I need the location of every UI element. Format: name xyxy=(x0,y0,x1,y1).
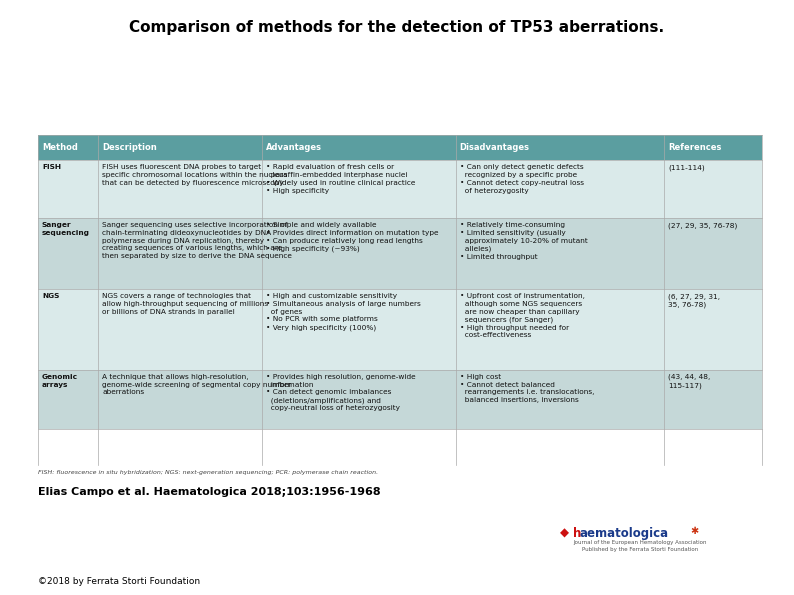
Text: (6, 27, 29, 31,
35, 76-78): (6, 27, 29, 31, 35, 76-78) xyxy=(669,293,720,308)
Text: (43, 44, 48,
115-117): (43, 44, 48, 115-117) xyxy=(669,374,711,389)
Text: Description: Description xyxy=(102,143,157,152)
Text: Elias Campo et al. Haematologica 2018;103:1956-1968: Elias Campo et al. Haematologica 2018;10… xyxy=(38,487,380,497)
Text: FISH: FISH xyxy=(42,164,61,170)
Text: • Upfront cost of instrumentation,
  although some NGS sequencers
  are now chea: • Upfront cost of instrumentation, altho… xyxy=(460,293,584,339)
Text: • High cost
• Cannot detect balanced
  rearrangements i.e. translocations,
  bal: • High cost • Cannot detect balanced rea… xyxy=(460,374,594,403)
Text: h: h xyxy=(573,527,581,540)
Text: • Relatively time-consuming
• Limited sensitivity (usually
  approximately 10-20: • Relatively time-consuming • Limited se… xyxy=(460,222,588,260)
Text: (111-114): (111-114) xyxy=(669,164,705,171)
Text: Journal of the European Hematology Association
Published by the Ferrata Storti F: Journal of the European Hematology Assoc… xyxy=(573,540,707,552)
Bar xyxy=(38,218,762,289)
Text: Sanger
sequencing: Sanger sequencing xyxy=(42,222,90,236)
Text: Comparison of methods for the detection of TP53 aberrations.: Comparison of methods for the detection … xyxy=(129,20,665,35)
Text: aematologica: aematologica xyxy=(580,527,669,540)
Text: (27, 29, 35, 76-78): (27, 29, 35, 76-78) xyxy=(669,222,738,228)
Bar xyxy=(38,289,762,370)
Text: FISH uses fluorescent DNA probes to target
specific chromosomal locations within: FISH uses fluorescent DNA probes to targ… xyxy=(102,164,287,186)
Text: Advantages: Advantages xyxy=(267,143,322,152)
Text: • Can only detect genetic defects
  recognized by a specific probe
• Cannot dete: • Can only detect genetic defects recogn… xyxy=(460,164,584,193)
Text: ©2018 by Ferrata Storti Foundation: ©2018 by Ferrata Storti Foundation xyxy=(38,577,200,586)
Text: • Provides high resolution, genome-wide
  information
• Can detect genomic imbal: • Provides high resolution, genome-wide … xyxy=(267,374,416,412)
Text: NGS covers a range of technologies that
allow high-throughput sequencing of mill: NGS covers a range of technologies that … xyxy=(102,293,268,315)
Text: FISH: fluorescence in situ hybridization; NGS: next-generation sequencing; PCR: : FISH: fluorescence in situ hybridization… xyxy=(38,470,378,475)
Bar xyxy=(38,370,762,429)
Text: • Simple and widely available
• Provides direct information on mutation type
• C: • Simple and widely available • Provides… xyxy=(267,222,439,252)
Text: • Rapid evaluation of fresh cells or
  paraffin-embedded interphase nuclei
• Wid: • Rapid evaluation of fresh cells or par… xyxy=(267,164,416,193)
Text: NGS: NGS xyxy=(42,293,60,299)
Text: Sanger sequencing uses selective incorporation of
chain-terminating dideoxynucle: Sanger sequencing uses selective incorpo… xyxy=(102,222,292,259)
Bar xyxy=(38,135,762,161)
Bar xyxy=(38,161,762,218)
Text: Disadvantages: Disadvantages xyxy=(460,143,530,152)
Text: A technique that allows high-resolution,
genome-wide screening of segmental copy: A technique that allows high-resolution,… xyxy=(102,374,291,396)
Text: • High and customizable sensitivity
• Simultaneous analysis of large numbers
  o: • High and customizable sensitivity • Si… xyxy=(267,293,421,331)
Text: Genomic
arrays: Genomic arrays xyxy=(42,374,78,388)
Text: References: References xyxy=(669,143,722,152)
Text: ◆: ◆ xyxy=(560,527,569,540)
Text: Method: Method xyxy=(42,143,78,152)
Text: ✱: ✱ xyxy=(690,526,698,536)
